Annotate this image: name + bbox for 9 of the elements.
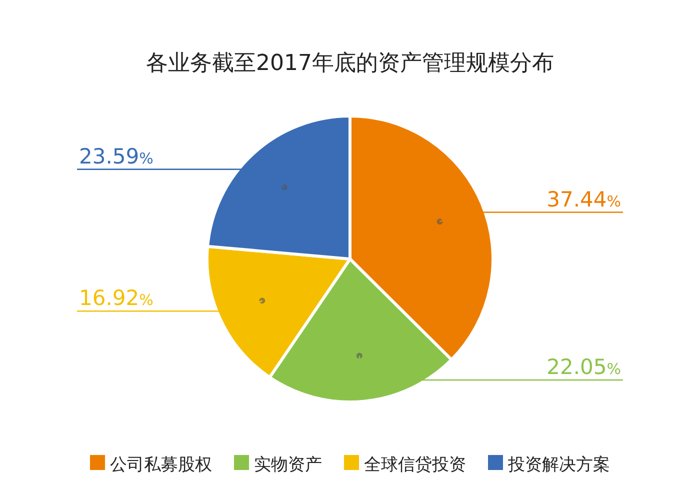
data-label: 23.59% [79, 144, 154, 168]
legend-label: 实物资产 [254, 455, 322, 475]
legend-label: 公司私募股权 [110, 455, 212, 475]
data-label: 37.44% [546, 187, 621, 212]
chart-title: 各业务截至2017年底的资产管理规模分布 [146, 51, 554, 76]
data-label: 22.05% [546, 354, 621, 379]
legend-label: 全球信贷投资 [364, 455, 466, 475]
data-label: 16.92% [79, 286, 154, 310]
legend-label: 投资解决方案 [507, 455, 610, 475]
